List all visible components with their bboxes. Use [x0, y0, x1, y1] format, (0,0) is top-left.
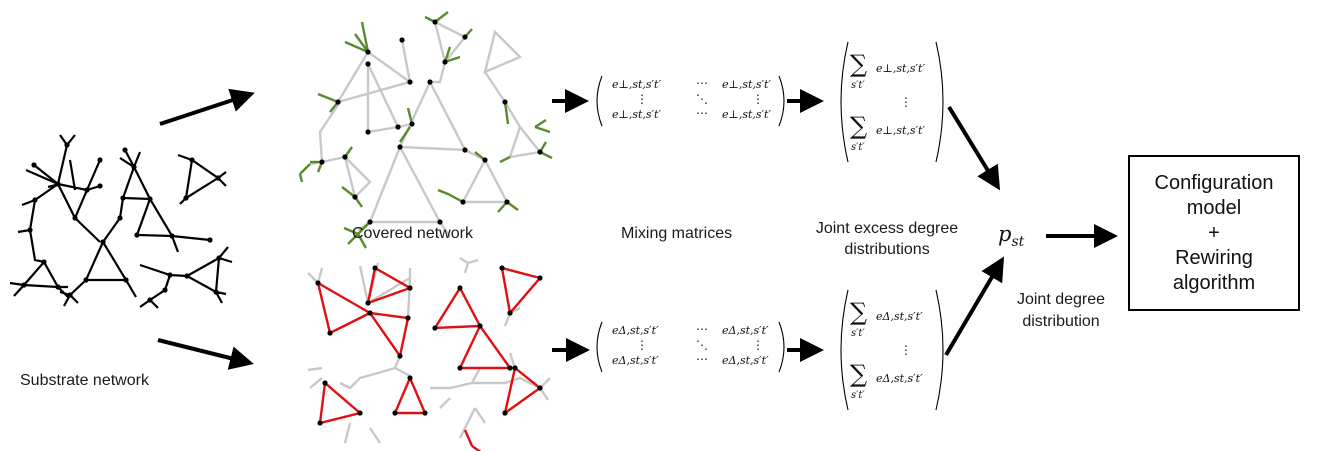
- matrix-bottom-entry-22: eΔ,st,s′t′: [722, 354, 769, 367]
- matrix-top-entry-11: e⊥,st,s′t′: [612, 78, 661, 91]
- sum-top-sigma-2: ∑: [850, 112, 868, 140]
- matrix-top-hdots-2: ⋯: [696, 106, 708, 120]
- covered-network: [298, 11, 553, 249]
- matrix-top-vdots-2: ⋮: [752, 92, 764, 106]
- label-pst: pst: [998, 222, 1024, 250]
- sum-bottom-sigma-2: ∑: [850, 360, 868, 388]
- matrix-top-entry-21: e⊥,st,s′t′: [612, 108, 661, 121]
- matrix-bottom: [596, 321, 785, 373]
- box-line-3: +: [1208, 221, 1220, 244]
- box-line-5: algorithm: [1172, 271, 1256, 294]
- configuration-model-box: Configuration model + Rewiring algorithm: [1128, 155, 1300, 311]
- matrix-bottom-vdots-1: ⋮: [636, 338, 648, 352]
- substrate-network: [9, 134, 233, 309]
- pst-p: p: [998, 222, 1012, 246]
- sum-bottom-vdots: ⋮: [900, 343, 912, 357]
- matrix-bottom-entry-21: eΔ,st,s′t′: [612, 354, 659, 367]
- arrow-substrate-to-covered: [159, 88, 255, 126]
- arrow-sum-top-to-pst: [947, 105, 1001, 191]
- sum-top-entry-2: e⊥,st,s′t′: [876, 124, 925, 137]
- matrix-bottom-vdots-2: ⋮: [752, 338, 764, 352]
- arrow-sum-bottom-to-pst: [944, 256, 1005, 357]
- sum-bottom-index-2: s′t′: [851, 390, 865, 401]
- pst-subscript: st: [1011, 234, 1025, 251]
- matrix-bottom-hdots-1: ⋯: [696, 322, 708, 336]
- matrix-bottom-hdots-2: ⋯: [696, 352, 708, 366]
- matrix-top-ddots: ⋱: [696, 92, 708, 106]
- sum-bottom-entry-1: eΔ,st,s′t′: [876, 310, 923, 323]
- label-joint-degree-1: Joint degree: [1016, 291, 1106, 308]
- sum-top-sigma-1: ∑: [850, 50, 868, 78]
- matrix-top-vdots-1: ⋮: [636, 92, 648, 106]
- label-joint-degree-2: distribution: [1022, 313, 1100, 330]
- label-joint-excess-2: distributions: [844, 241, 930, 258]
- sum-top-entry-1: e⊥,st,s′t′: [876, 62, 925, 75]
- matrix-top: [596, 75, 785, 127]
- label-joint-excess-1: Joint excess degree: [815, 220, 959, 237]
- label-substrate-network: Substrate network: [20, 372, 149, 389]
- matrix-top-hdots-1: ⋯: [696, 76, 708, 90]
- triangle-network: [307, 256, 551, 451]
- sum-bottom-brackets: [840, 289, 944, 411]
- sum-bottom-index-1: s′t′: [851, 328, 865, 339]
- matrix-bottom-ddots: ⋱: [696, 338, 708, 352]
- matrix-top-entry-12: e⊥,st,s′t′: [722, 78, 771, 91]
- sum-top-index-2: s′t′: [851, 142, 865, 153]
- label-mixing-matrices: Mixing matrices: [621, 225, 733, 242]
- label-covered-network: Covered network: [352, 225, 473, 242]
- matrix-top-entry-22: e⊥,st,s′t′: [722, 108, 771, 121]
- matrix-bottom-entry-12: eΔ,st,s′t′: [722, 324, 769, 337]
- sum-top-index-1: s′t′: [851, 80, 865, 91]
- arrow-substrate-to-triangle: [157, 338, 254, 370]
- arrows: [157, 88, 1118, 370]
- matrix-bottom-entry-11: eΔ,st,s′t′: [612, 324, 659, 337]
- box-line-2: model: [1186, 196, 1242, 219]
- sum-top-vdots: ⋮: [900, 95, 912, 109]
- sum-bottom-entry-2: eΔ,st,s′t′: [876, 372, 923, 385]
- box-line-1: Configuration: [1154, 171, 1274, 194]
- box-line-4: Rewiring: [1175, 246, 1253, 269]
- sum-bottom-sigma-1: ∑: [850, 298, 868, 326]
- sum-top-brackets: [840, 41, 944, 163]
